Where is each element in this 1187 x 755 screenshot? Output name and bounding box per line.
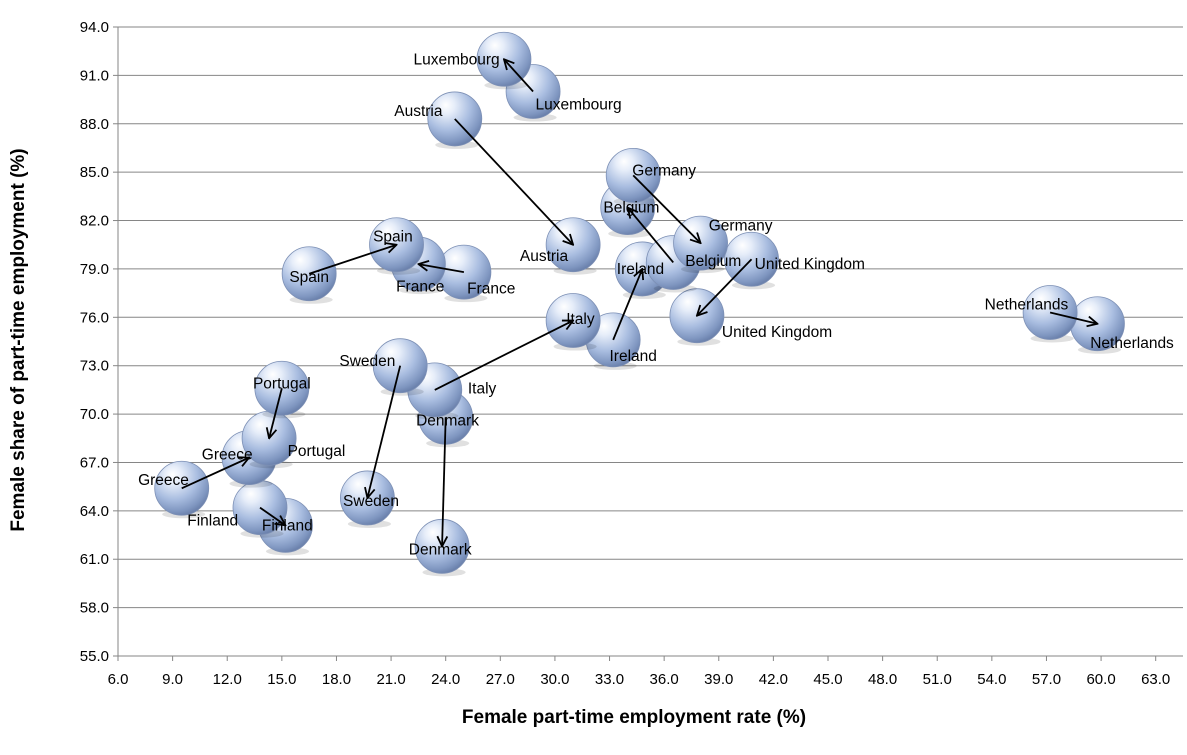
point-label-23: Denmark	[409, 542, 472, 559]
point-label-9: United Kingdom	[722, 324, 832, 341]
y-tick-label-0: 55.0	[80, 648, 109, 665]
x-tick-label-10: 36.0	[650, 671, 679, 688]
point-label-29: Finland	[262, 517, 313, 534]
arrow-austria	[454, 118, 573, 245]
x-axis-title: Female part-time employment rate (%)	[462, 707, 806, 728]
arrow-spain	[308, 245, 396, 275]
x-tick-label-7: 27.0	[486, 671, 515, 688]
arrow-united-kingdom	[697, 258, 753, 315]
x-tick-label-18: 60.0	[1086, 671, 1115, 688]
x-tick-label-3: 15.0	[267, 671, 296, 688]
x-tick-label-17: 57.0	[1032, 671, 1061, 688]
arrow-belgium	[628, 208, 674, 264]
x-tick-label-6: 24.0	[431, 671, 460, 688]
y-tick-label-8: 79.0	[80, 261, 109, 278]
arrow-france	[418, 264, 465, 274]
x-tick-label-13: 45.0	[813, 671, 842, 688]
arrow-italy	[434, 321, 573, 391]
x-tick-label-0: 6.0	[108, 671, 129, 688]
point-label-28: Finland	[187, 513, 238, 530]
x-tick-label-19: 63.0	[1141, 671, 1170, 688]
point-label-15: France	[467, 280, 515, 297]
point-label-16: Italy	[566, 311, 595, 328]
x-tick-label-1: 9.0	[162, 671, 183, 688]
y-tick-label-2: 61.0	[80, 551, 109, 568]
x-tick-label-8: 30.0	[540, 671, 569, 688]
arrow-sweden	[367, 365, 402, 498]
arrow-portugal	[269, 388, 283, 438]
arrow-ireland	[612, 269, 642, 341]
x-tick-label-4: 18.0	[322, 671, 351, 688]
y-tick-label-12: 91.0	[80, 67, 109, 84]
point-label-10: Ireland	[617, 261, 664, 278]
x-tick-label-16: 54.0	[977, 671, 1006, 688]
y-tick-label-4: 67.0	[80, 454, 109, 471]
y-tick-label-5: 70.0	[80, 406, 109, 423]
gridlines	[118, 26, 1183, 657]
point-label-8: United Kingdom	[755, 256, 865, 273]
arrows	[181, 59, 1098, 546]
point-label-2: Austria	[394, 103, 443, 120]
point-label-19: Netherlands	[1090, 335, 1174, 352]
x-tick-label-15: 51.0	[923, 671, 952, 688]
point-label-22: Denmark	[416, 413, 479, 430]
x-tick-label-11: 39.0	[704, 671, 733, 688]
y-tick-label-10: 85.0	[80, 164, 109, 181]
x-tick-label-2: 12.0	[213, 671, 242, 688]
point-label-18: Netherlands	[985, 296, 1069, 313]
y-tick-label-1: 58.0	[80, 600, 109, 617]
axes	[113, 26, 1183, 661]
y-tick-label-7: 76.0	[80, 309, 109, 326]
arrow-germany	[632, 174, 700, 243]
y-tick-label-11: 88.0	[80, 116, 109, 133]
point-label-25: Portugal	[288, 443, 346, 460]
arrow-luxembourg	[504, 59, 534, 93]
arrow-greece	[181, 458, 249, 490]
point-label-24: Portugal	[253, 375, 311, 392]
y-tick-label-13: 94.0	[80, 19, 109, 36]
point-label-0: Luxembourg	[414, 51, 500, 68]
y-tick-label-9: 82.0	[80, 213, 109, 230]
point-label-6: Belgium	[603, 200, 659, 217]
x-tick-label-9: 33.0	[595, 671, 624, 688]
x-tick-label-5: 21.0	[376, 671, 405, 688]
point-label-14: France	[396, 279, 444, 296]
point-label-11: Ireland	[610, 348, 657, 365]
point-label-13: Spain	[373, 229, 413, 246]
point-label-3: Austria	[520, 248, 569, 265]
point-label-7: Belgium	[685, 253, 741, 270]
point-label-17: Italy	[468, 380, 497, 397]
point-label-21: Sweden	[343, 493, 399, 510]
tick-labels: 55.0 58.0 61.0 64.0 67.0 70.0 73.0 76.0 79.0 82.0…	[80, 19, 1170, 688]
point-label-20: Sweden	[339, 353, 395, 370]
bubbles	[154, 31, 1125, 577]
y-tick-label-6: 73.0	[80, 358, 109, 375]
point-label-26: Greece	[202, 446, 253, 463]
point-labels: Luxembourg Luxembourg Austria Austria German…	[138, 51, 1174, 558]
y-tick-label-3: 64.0	[80, 503, 109, 520]
x-tick-label-14: 48.0	[868, 671, 897, 688]
x-tick-label-12: 42.0	[759, 671, 788, 688]
point-label-4: Germany	[632, 163, 696, 180]
point-label-27: Greece	[138, 472, 189, 489]
arrow-finland	[259, 506, 285, 526]
arrow-netherlands	[1049, 311, 1097, 323]
y-axis-title: Female share of part-time employment (%)	[8, 148, 29, 531]
point-label-1: Luxembourg	[536, 96, 622, 113]
arrow-denmark	[442, 417, 446, 546]
point-label-12: Spain	[289, 269, 329, 286]
point-label-5: Germany	[709, 217, 773, 234]
